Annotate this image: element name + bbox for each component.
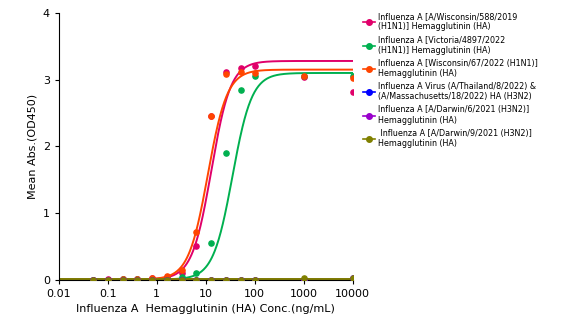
Point — [162, 274, 172, 280]
Point — [236, 87, 245, 92]
Point — [118, 277, 127, 282]
Point — [348, 74, 358, 79]
Point — [148, 276, 157, 281]
Point — [221, 69, 230, 74]
Point — [118, 276, 127, 281]
Point — [250, 277, 260, 282]
Point — [299, 277, 309, 282]
Point — [250, 277, 260, 282]
Point — [103, 277, 112, 282]
Y-axis label: Mean Abs.(OD450): Mean Abs.(OD450) — [27, 94, 37, 199]
Point — [236, 277, 245, 282]
Point — [103, 276, 112, 281]
Point — [177, 267, 186, 272]
Point — [133, 277, 142, 282]
Point — [250, 64, 260, 69]
Point — [103, 277, 112, 282]
Point — [192, 244, 201, 249]
Point — [236, 277, 245, 282]
Point — [148, 277, 157, 282]
Point — [206, 114, 216, 119]
Point — [133, 276, 142, 281]
Point — [206, 277, 216, 282]
Point — [221, 150, 230, 156]
Point — [103, 277, 112, 282]
Point — [148, 276, 157, 281]
Point — [206, 240, 216, 245]
Point — [148, 277, 157, 282]
Point — [133, 276, 142, 281]
Point — [299, 74, 309, 79]
Point — [206, 277, 216, 282]
Point — [118, 276, 127, 281]
Point — [221, 277, 230, 282]
Point — [221, 72, 230, 77]
Point — [206, 114, 216, 119]
Point — [348, 276, 358, 281]
Point — [103, 277, 112, 282]
Point — [250, 277, 260, 282]
Point — [250, 71, 260, 76]
Point — [192, 229, 201, 234]
Point — [299, 74, 309, 80]
Point — [236, 277, 245, 282]
Point — [236, 65, 245, 70]
Legend: Influenza A [A/Wisconsin/588/2019
(H1N1)] Hemagglutinin (HA), Influenza A [Victo: Influenza A [A/Wisconsin/588/2019 (H1N1)… — [363, 12, 538, 148]
Point — [133, 277, 142, 282]
Point — [299, 73, 309, 78]
Point — [206, 277, 216, 282]
Point — [177, 274, 186, 280]
Point — [88, 277, 98, 282]
Point — [162, 274, 172, 279]
X-axis label: Influenza A  Hemagglutinin (HA) Conc.(ng/mL): Influenza A Hemagglutinin (HA) Conc.(ng/… — [76, 304, 335, 314]
Point — [118, 277, 127, 282]
Point — [118, 276, 127, 281]
Point — [162, 277, 172, 282]
Point — [177, 277, 186, 282]
Point — [221, 277, 230, 282]
Point — [192, 277, 201, 282]
Point — [348, 276, 358, 281]
Point — [348, 276, 358, 281]
Point — [103, 277, 112, 282]
Point — [177, 277, 186, 282]
Point — [88, 277, 98, 282]
Point — [177, 277, 186, 282]
Point — [88, 277, 98, 282]
Point — [221, 277, 230, 282]
Point — [162, 276, 172, 281]
Point — [236, 69, 245, 74]
Point — [192, 270, 201, 275]
Point — [148, 277, 157, 282]
Point — [250, 74, 260, 79]
Point — [348, 75, 358, 80]
Point — [88, 277, 98, 282]
Point — [162, 277, 172, 282]
Point — [133, 276, 142, 281]
Point — [299, 277, 309, 282]
Point — [133, 277, 142, 282]
Point — [299, 276, 309, 281]
Point — [88, 277, 98, 282]
Point — [192, 277, 201, 282]
Point — [88, 277, 98, 282]
Point — [192, 277, 201, 282]
Point — [177, 270, 186, 275]
Point — [118, 277, 127, 282]
Point — [148, 276, 157, 281]
Point — [348, 89, 358, 94]
Point — [162, 277, 172, 282]
